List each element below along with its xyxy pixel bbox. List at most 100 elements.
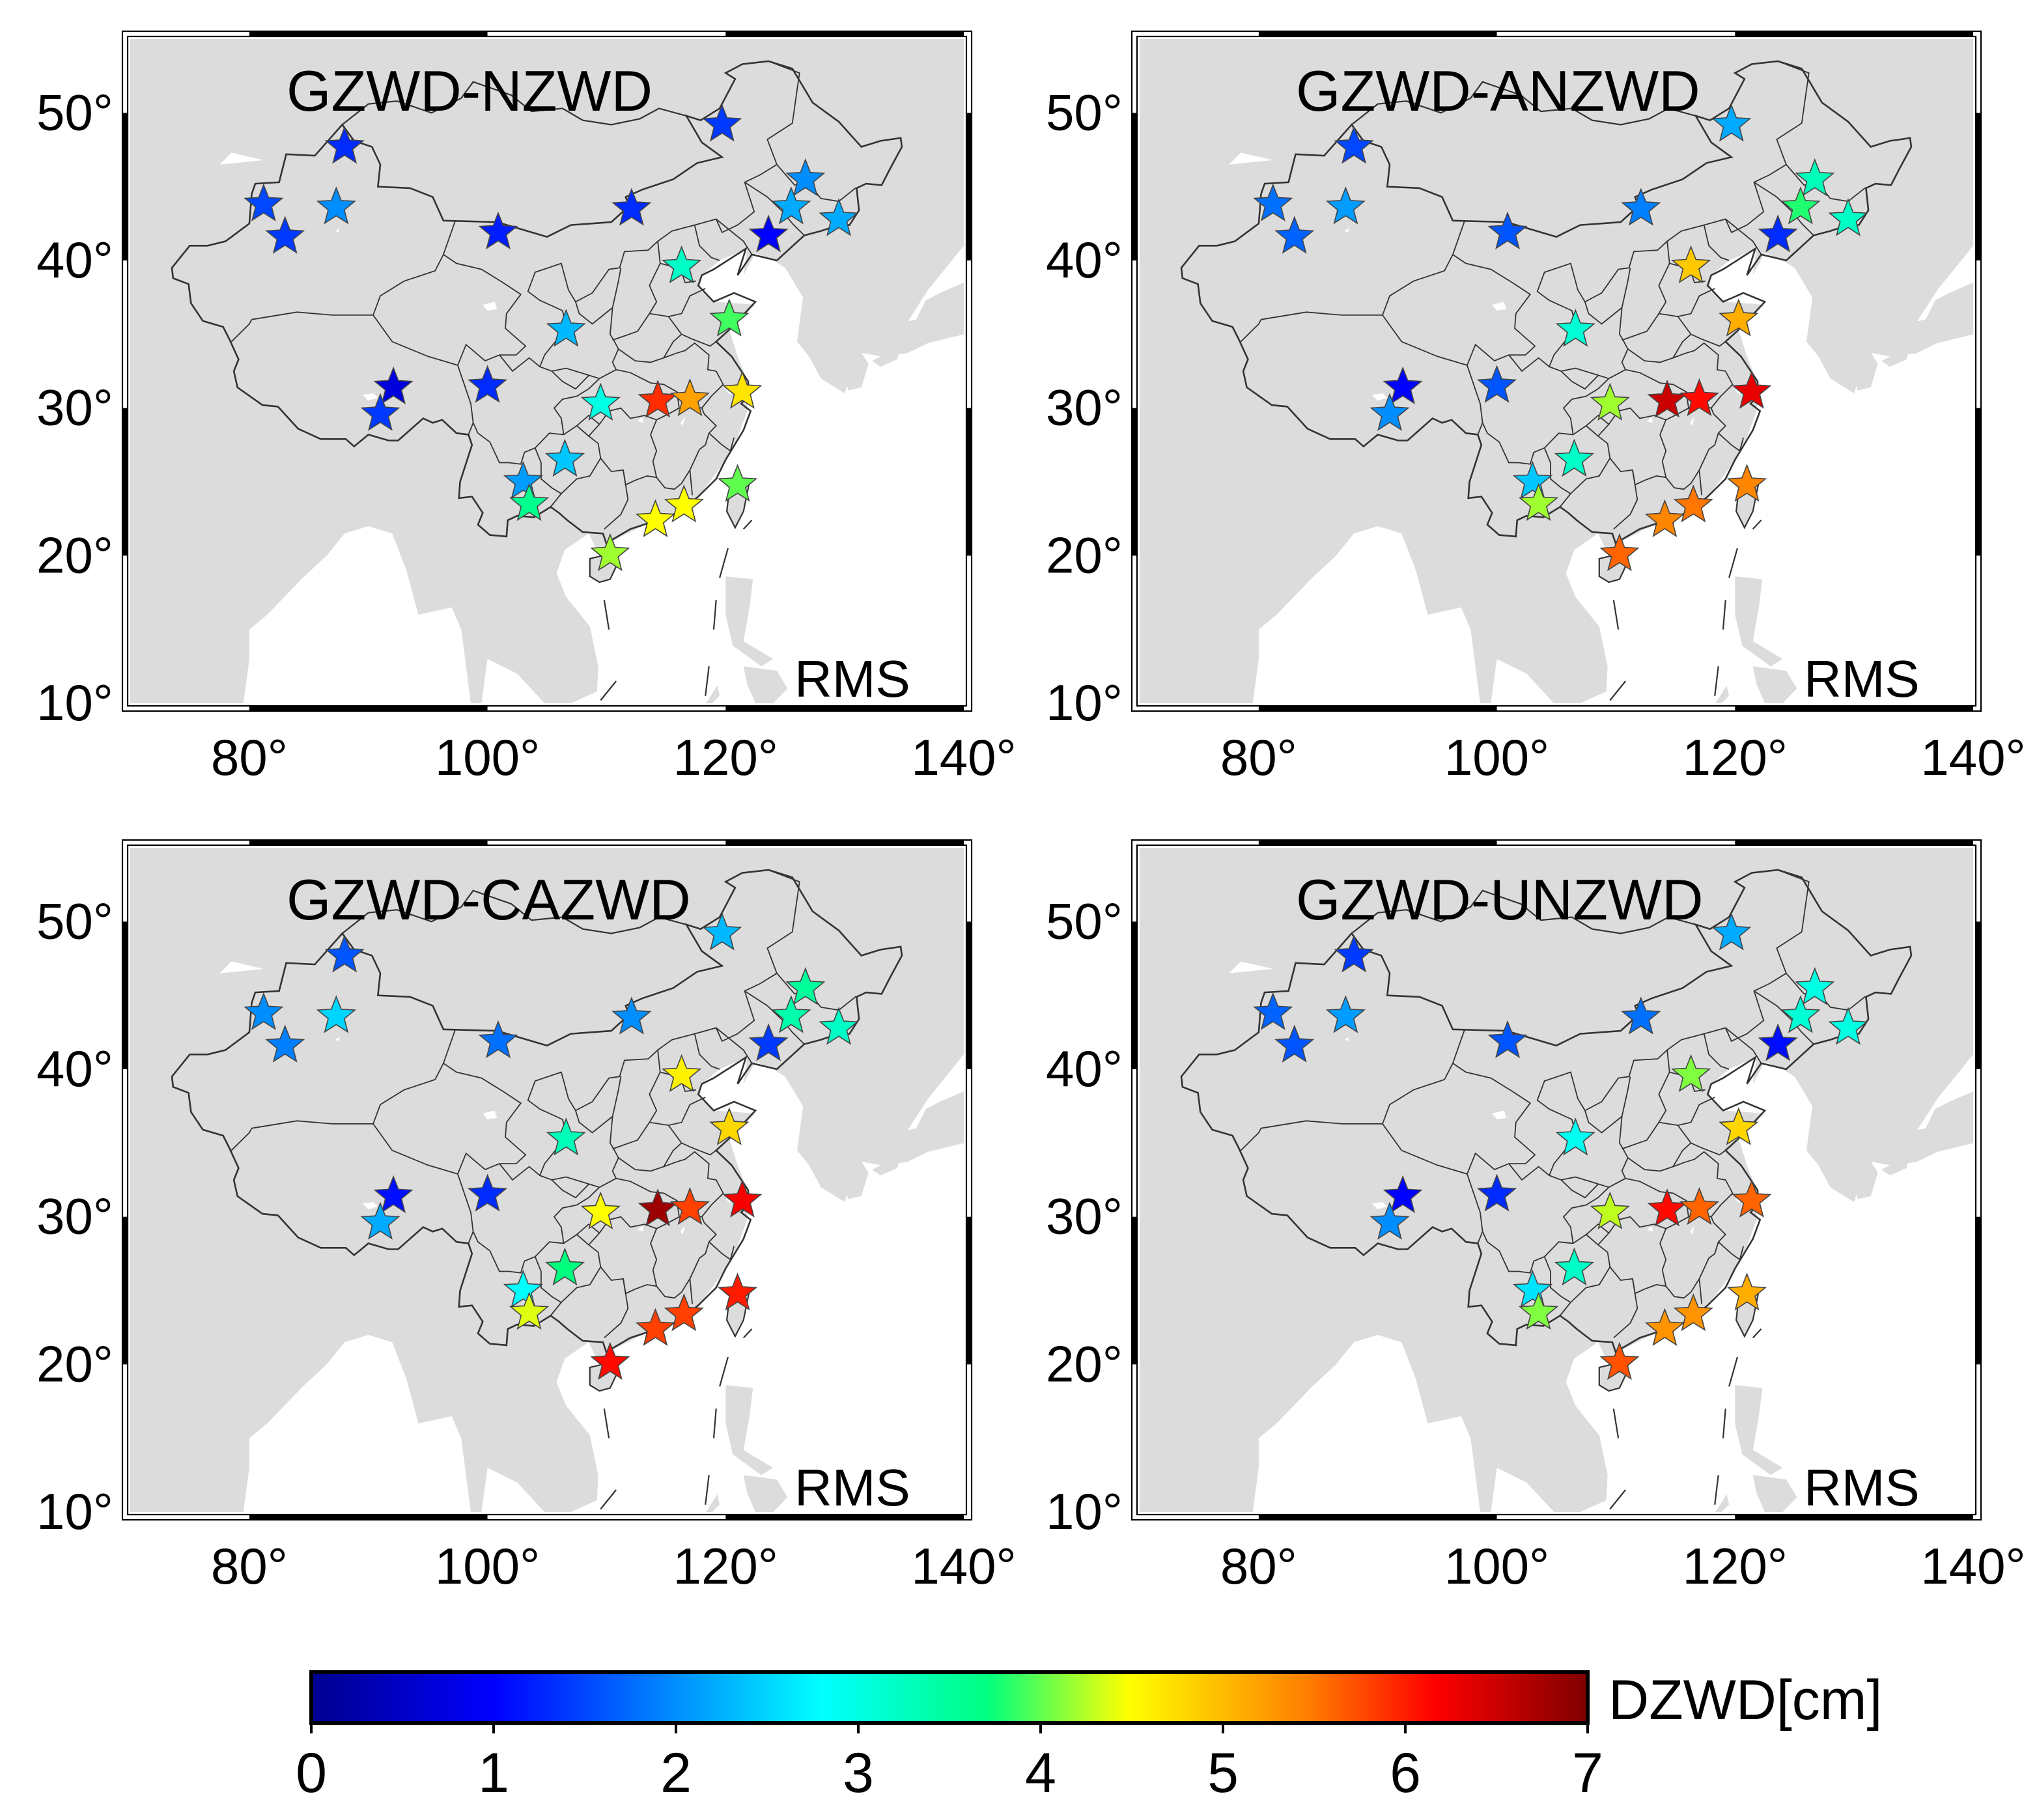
frame-band-right (966, 1216, 972, 1365)
station-star (1518, 483, 1559, 522)
province-boundary (1627, 1142, 1692, 1172)
colorbar-tick-label: 7 (1572, 1742, 1603, 1804)
dash-line (719, 548, 729, 578)
lake (1371, 393, 1388, 401)
province-boundary (667, 316, 717, 347)
map-base (130, 39, 1003, 703)
map-frame: 80° 100° 120° 140° 10° 20° 30° 40° 50° (36, 30, 1017, 786)
province-boundary (618, 1142, 682, 1172)
land-mass (1995, 855, 2012, 973)
map-frame: 80° 100° 120° 140° 10° 20° 30° 40° 50° (1046, 30, 2026, 786)
province-boundary (709, 432, 731, 452)
station-star (580, 1191, 621, 1229)
province-boundary (667, 1125, 717, 1156)
province-boundary (575, 61, 800, 303)
lon-tick-label: 80° (1220, 1537, 1297, 1595)
dash-line (1752, 520, 1762, 530)
land-mass (1860, 1047, 1973, 1166)
china-boundary (1180, 869, 1913, 1360)
land-mass (1995, 46, 2012, 164)
frame-band-left (122, 921, 128, 1069)
land-mass (1735, 576, 1783, 667)
lat-tick-label: 50° (36, 83, 113, 141)
land-mass (872, 1155, 901, 1176)
lon-tick-label: 140° (1920, 729, 2025, 786)
station-star (611, 188, 652, 226)
province-boundary (649, 1097, 706, 1127)
province-boundary (1560, 371, 1599, 390)
station-star (669, 378, 710, 417)
station-star (1719, 298, 1759, 337)
station-star (1673, 1293, 1713, 1332)
lake (483, 1110, 498, 1120)
lat-tick-label: 30° (36, 1188, 113, 1245)
station-star (244, 992, 284, 1030)
station-star (1726, 464, 1767, 502)
province-boundary (1725, 1027, 1762, 1064)
station-star (662, 1054, 702, 1093)
province-boundary (1703, 225, 1730, 261)
province-boundary (372, 254, 527, 366)
lake (219, 152, 264, 165)
border-line (1351, 889, 1696, 934)
dash-line (1612, 600, 1620, 630)
station-layer (1253, 912, 1868, 1380)
station-star (611, 996, 652, 1035)
station-star (509, 1291, 550, 1330)
station-star (1647, 1188, 1687, 1227)
province-boundary (689, 469, 693, 496)
lat-tick-label: 10° (36, 674, 113, 731)
lat-tick-label: 10° (36, 1483, 113, 1540)
land-mass (985, 46, 1003, 164)
station-star (785, 967, 826, 1005)
province-boundary (709, 1241, 731, 1261)
station-star (1554, 438, 1595, 477)
lon-tick-label: 80° (1220, 729, 1297, 786)
station-star (1795, 158, 1835, 197)
province-boundary (472, 1231, 536, 1274)
station-star (1512, 460, 1553, 499)
station-star (316, 186, 356, 225)
province-boundary (576, 414, 600, 427)
station-star (1512, 1269, 1553, 1308)
province-boundary (1261, 1029, 1466, 1129)
province-boundary (1659, 288, 1715, 318)
province-boundary (1677, 316, 1726, 347)
dash-line (712, 1408, 717, 1438)
lat-tick-label: 50° (1046, 83, 1123, 141)
province-boundary (1739, 437, 1744, 451)
lat-tick-label: 20° (36, 1335, 113, 1392)
station-star (702, 104, 742, 142)
frame-band-right (966, 408, 972, 556)
province-boundary (576, 1223, 600, 1235)
lat-tick-label: 10° (1046, 1483, 1123, 1540)
land-mass (1849, 1158, 1878, 1199)
lake (1344, 1037, 1349, 1041)
station-star (1828, 1007, 1868, 1045)
map-base (1140, 848, 2012, 1512)
province-boundary (1586, 414, 1610, 427)
lake (1689, 417, 1695, 426)
province-boundary (457, 1173, 474, 1244)
frame-band-left (1132, 113, 1137, 260)
frame-inner (126, 844, 968, 1516)
lon-tick-label: 120° (1683, 1537, 1788, 1595)
land-mass (725, 576, 774, 667)
province-boundary (1559, 1302, 1571, 1317)
province-boundary (1597, 369, 1689, 437)
frame-band-top (1258, 31, 1497, 36)
province-boundary (776, 164, 857, 203)
map-base (1140, 39, 2012, 703)
land-mass (1715, 1494, 1730, 1512)
lat-tick-label: 50° (36, 892, 113, 949)
frame-band-left (122, 113, 128, 260)
lon-tick-label: 80° (211, 729, 288, 786)
frame-band-bottom (1735, 706, 1973, 711)
station-star (1647, 380, 1687, 418)
province-boundary (553, 378, 600, 435)
station-star (503, 1269, 544, 1308)
station-star (717, 1272, 758, 1311)
station-star (1679, 378, 1720, 417)
province-boundary (716, 218, 753, 255)
station-star (748, 214, 789, 253)
